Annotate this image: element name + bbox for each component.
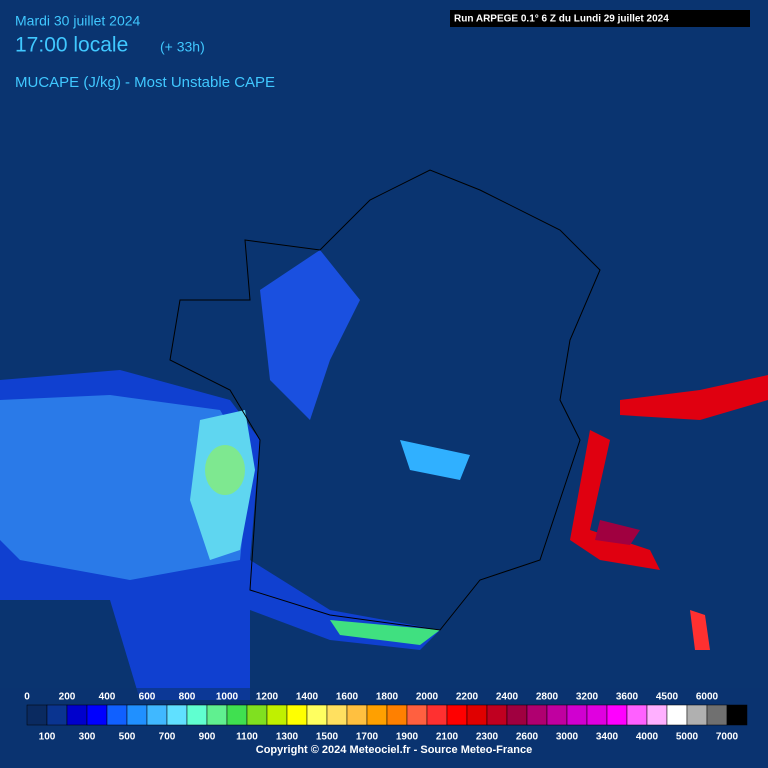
legend-label: 2800 <box>536 692 559 703</box>
cape-area <box>0 395 250 580</box>
legend-label: 2400 <box>496 692 519 703</box>
field-name: MUCAPE (J/kg) - Most Unstable CAPE <box>15 74 275 91</box>
cape-area <box>620 375 768 420</box>
legend-swatch <box>246 704 268 726</box>
legend-label: 2300 <box>476 732 499 743</box>
legend-swatch <box>46 704 68 726</box>
time: 17:00 locale <box>15 34 128 57</box>
legend-label: 400 <box>99 692 116 703</box>
cape-area <box>595 520 640 545</box>
legend-swatch <box>466 704 488 726</box>
legend-swatch <box>586 704 608 726</box>
legend-swatch <box>566 704 588 726</box>
legend-label: 1100 <box>236 732 258 743</box>
legend-label: 3000 <box>556 732 579 743</box>
legend-swatch <box>266 704 288 726</box>
legend-swatch <box>26 704 48 726</box>
legend-swatch <box>306 704 328 726</box>
offset: (+ 33h) <box>160 39 205 55</box>
borders <box>169 169 601 631</box>
legend-label: 900 <box>199 732 216 743</box>
date: Mardi 30 juillet 2024 <box>15 13 141 29</box>
legend-label: 1300 <box>276 732 299 743</box>
legend-label: 1200 <box>256 692 279 703</box>
legend-swatch <box>286 704 308 726</box>
legend-label: 1600 <box>336 692 359 703</box>
legend-label: 1900 <box>396 732 419 743</box>
run-label: Run ARPEGE 0.1° 6 Z du Lundi 29 juillet … <box>454 14 669 25</box>
country-border <box>169 169 601 631</box>
legend-swatch <box>126 704 148 726</box>
legend-swatch <box>406 704 428 726</box>
legend-swatch <box>706 704 728 726</box>
legend-swatch <box>606 704 628 726</box>
legend-label: 4000 <box>636 732 659 743</box>
legend-swatch <box>726 704 748 726</box>
run-box <box>450 10 750 27</box>
legend-label: 3600 <box>616 692 639 703</box>
cape-area <box>570 430 660 570</box>
legend-swatch <box>386 704 408 726</box>
legend-label: 6000 <box>696 692 719 703</box>
legend-swatch <box>366 704 388 726</box>
legend-swatch <box>546 704 568 726</box>
legend-label: 3200 <box>576 692 599 703</box>
legend-swatch <box>426 704 448 726</box>
legend-swatch <box>526 704 548 726</box>
legend-background <box>0 688 768 768</box>
legend-swatch <box>506 704 528 726</box>
legend-swatch <box>226 704 248 726</box>
legend-label: 100 <box>39 732 56 743</box>
legend-swatch <box>626 704 648 726</box>
legend-label: 800 <box>179 692 196 703</box>
legend-label: 1000 <box>216 692 239 703</box>
legend-label: 2200 <box>456 692 479 703</box>
legend-label: 0 <box>24 692 30 703</box>
legend-label: 3400 <box>596 732 619 743</box>
legend-label: 2100 <box>436 732 459 743</box>
legend-label: 1800 <box>376 692 399 703</box>
legend-label: 1400 <box>296 692 319 703</box>
legend-swatch <box>346 704 368 726</box>
cape-area <box>260 250 360 420</box>
legend-swatch <box>186 704 208 726</box>
cape-area <box>330 620 440 645</box>
legend-swatch <box>166 704 188 726</box>
legend-label: 700 <box>159 732 176 743</box>
legend-swatch <box>446 704 468 726</box>
legend-label: 1700 <box>356 732 379 743</box>
legend-swatch <box>486 704 508 726</box>
legend-swatch <box>666 704 688 726</box>
legend-swatch <box>146 704 168 726</box>
legend-label: 5000 <box>676 732 699 743</box>
legend-label: 2600 <box>516 732 539 743</box>
cape-field <box>0 250 768 700</box>
legend-swatch <box>86 704 108 726</box>
legend-label: 1500 <box>316 732 339 743</box>
legend: 0 200 400 600 800 1000 1200 1400 1600 1800 2000 220… <box>24 692 748 743</box>
legend-label: 2000 <box>416 692 439 703</box>
legend-swatch <box>206 704 228 726</box>
cape-area <box>690 610 710 650</box>
cape-area <box>205 445 245 495</box>
legend-label: 500 <box>119 732 136 743</box>
legend-label: 300 <box>79 732 96 743</box>
legend-label: 600 <box>139 692 156 703</box>
cape-area <box>400 440 470 480</box>
legend-label: 4500 <box>656 692 679 703</box>
legend-swatch <box>326 704 348 726</box>
legend-label: 200 <box>59 692 76 703</box>
copyright: Copyright © 2024 Meteociel.fr - Source M… <box>256 744 532 756</box>
legend-swatch <box>646 704 668 726</box>
legend-label: 7000 <box>716 732 739 743</box>
legend-swatch <box>106 704 128 726</box>
legend-swatch <box>66 704 88 726</box>
legend-swatch <box>686 704 708 726</box>
